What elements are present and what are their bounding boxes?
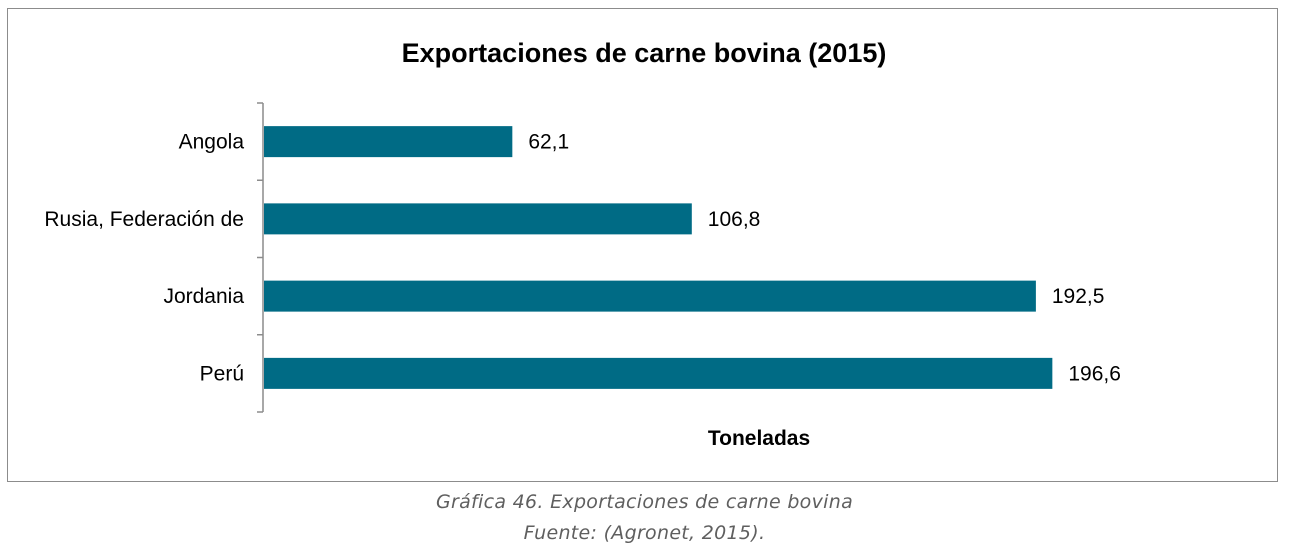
bar [264,357,1053,389]
bar [264,203,692,235]
figure-caption: Gráfica 46. Exportaciones de carne bovin… [435,491,854,513]
data-label: 106,8 [708,208,761,231]
data-label: 196,6 [1068,362,1121,385]
chart-title: Exportaciones de carne bovina (2015) [402,38,887,68]
bar [264,126,513,158]
plot-area: Angola 62,1 Rusia, Federación de 106,8 Jorda… [44,102,1121,413]
bar [264,280,1036,312]
figure-source: Fuente: (Agronet, 2015). [523,522,766,544]
category-label: Perú [200,362,244,385]
chart-frame: Exportaciones de carne bovina (2015) Ang… [7,8,1278,482]
category-label: Jordania [163,285,244,308]
category-label: Angola [179,131,245,154]
data-label: 192,5 [1052,285,1105,308]
bar-chart: Exportaciones de carne bovina (2015) Ang… [44,38,1121,450]
data-label: 62,1 [528,131,569,154]
category-label: Rusia, Federación de [44,208,244,231]
x-axis-label: Toneladas [708,427,810,450]
